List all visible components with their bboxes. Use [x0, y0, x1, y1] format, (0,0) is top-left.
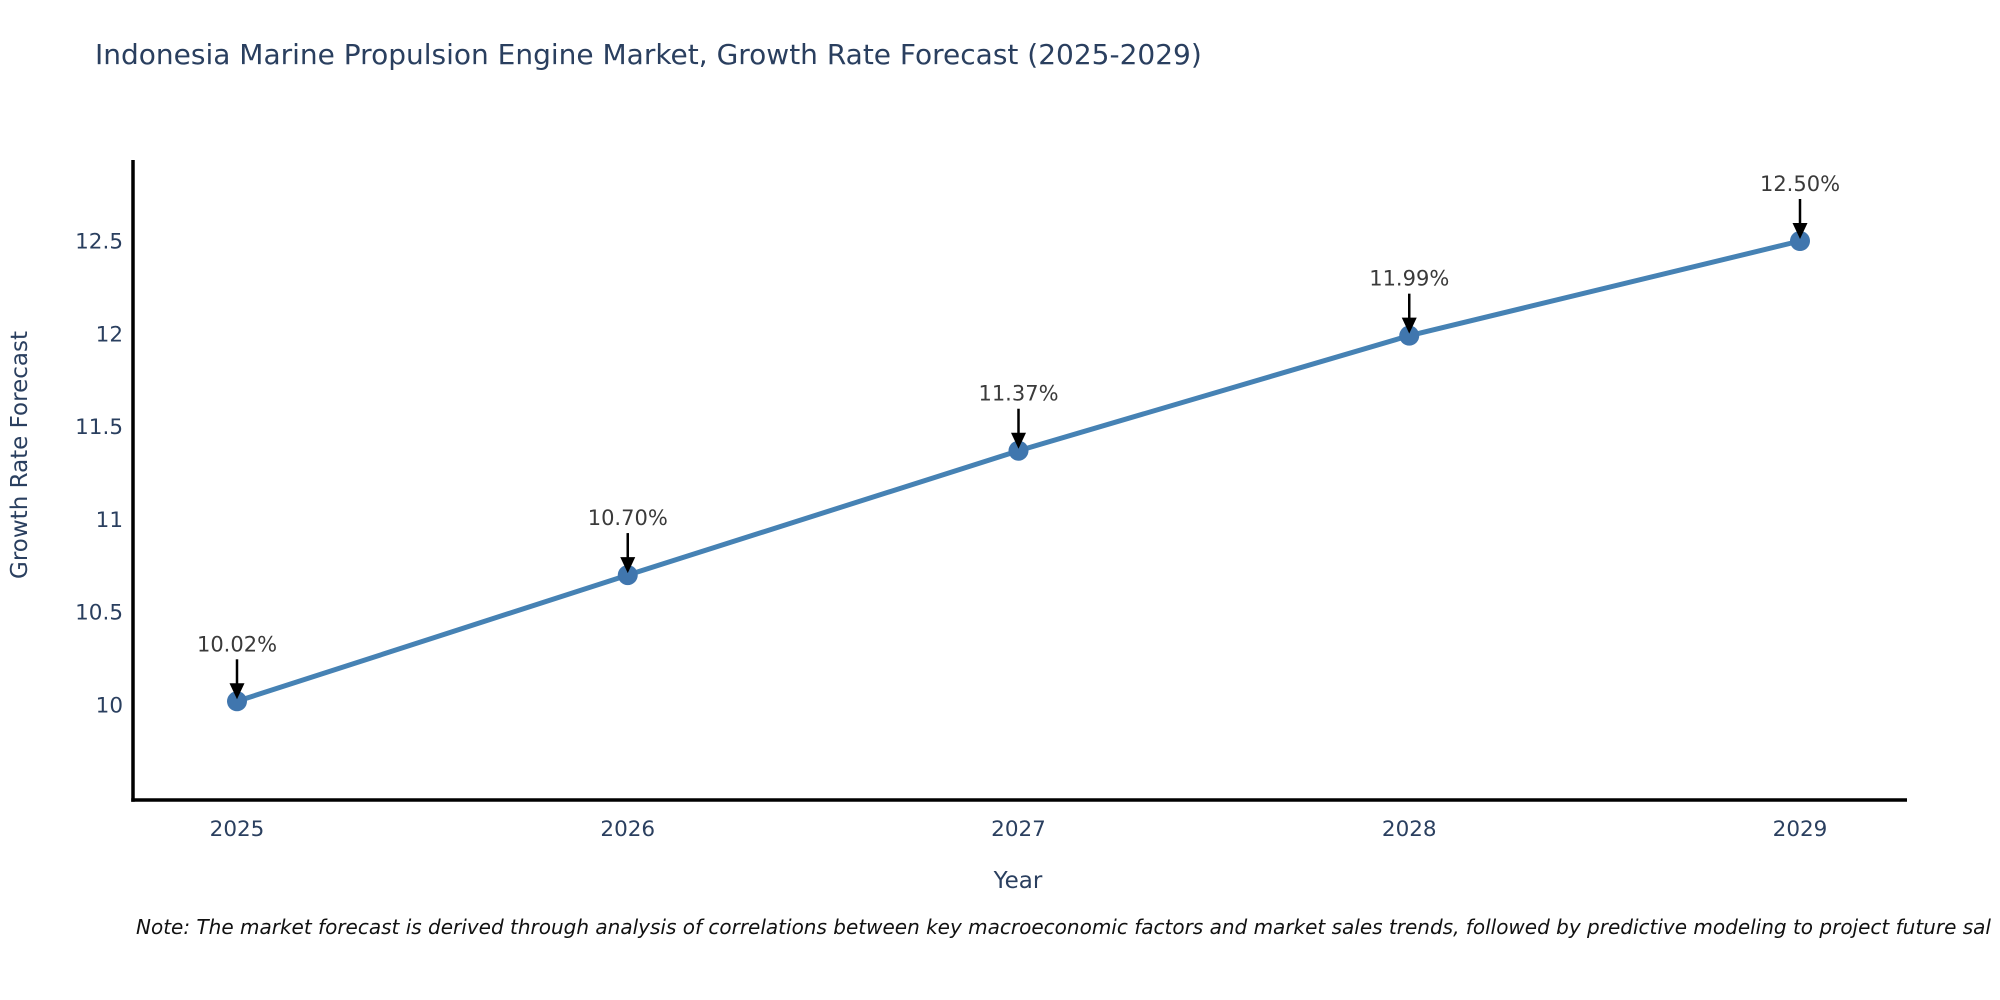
annotation-arrowhead-icon	[1401, 317, 1417, 334]
data-point-label: 10.02%	[197, 632, 277, 656]
x-tick-label: 2027	[991, 817, 1046, 842]
x-tick-label: 2028	[1382, 817, 1437, 842]
chart-title: Indonesia Marine Propulsion Engine Marke…	[95, 38, 1202, 71]
y-tick-label: 12	[96, 322, 123, 347]
data-point-marker	[1790, 231, 1810, 251]
y-tick-label: 10	[96, 694, 123, 719]
y-tick-label: 11.5	[75, 415, 123, 440]
annotation-arrowhead-icon	[1011, 432, 1026, 449]
annotation-arrowhead-icon	[1792, 223, 1808, 239]
data-point-label: 11.99%	[1369, 267, 1449, 291]
data-point-label: 12.50%	[1760, 172, 1840, 196]
x-tick-label: 2026	[600, 817, 655, 842]
forecast-line	[234, 238, 1803, 704]
footnote: Note: The market forecast is derived thr…	[136, 915, 1991, 939]
data-point-marker	[1399, 325, 1420, 346]
annotation-arrowhead-icon	[620, 557, 636, 574]
data-point-label: 11.37%	[978, 382, 1058, 406]
x-tick-label: 2029	[1773, 817, 1828, 842]
data-point-marker	[227, 691, 247, 712]
y-tick-label: 10.5	[75, 601, 123, 626]
data-point-marker	[617, 565, 638, 586]
data-point-label: 10.70%	[588, 506, 668, 530]
x-tick-label: 2025	[210, 817, 265, 842]
annotation-arrowhead-icon	[229, 683, 245, 700]
y-axis-title: Growth Rate Forecast	[7, 331, 33, 579]
data-point-marker	[1008, 440, 1029, 461]
x-axis-title: Year	[993, 868, 1043, 894]
y-tick-label: 11	[96, 508, 123, 533]
y-tick-label: 12.5	[75, 230, 123, 255]
